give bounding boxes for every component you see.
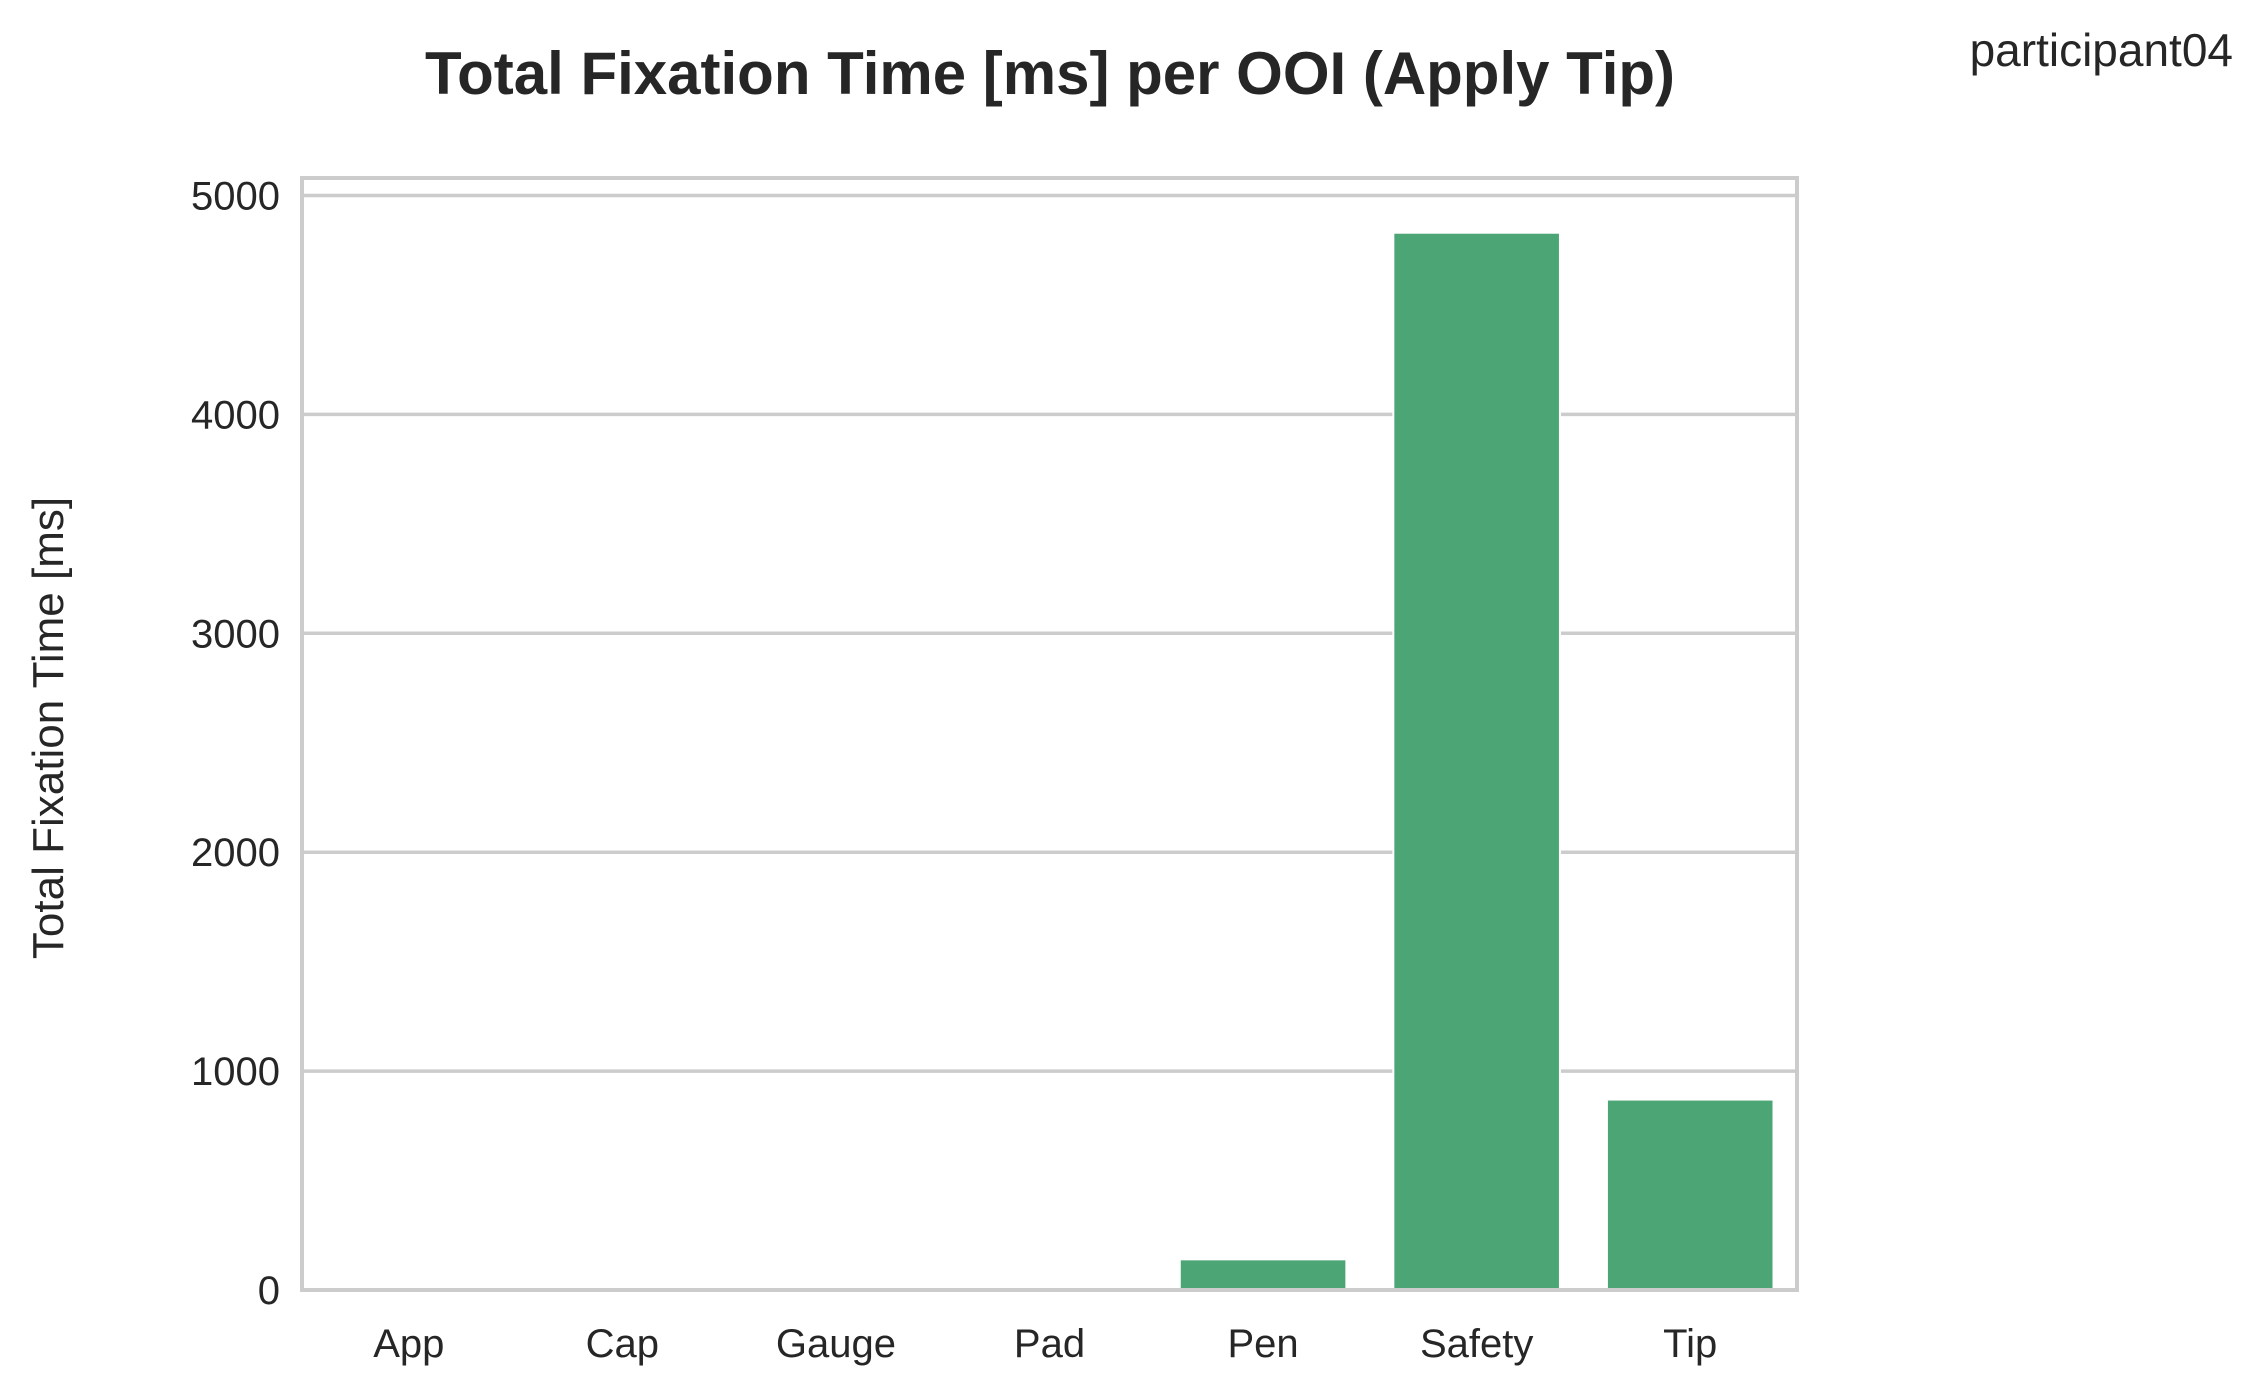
y-tick-label: 2000 (191, 831, 280, 875)
participant-annotation: participant04 (1970, 24, 2233, 76)
y-tick-labels: 0 1000 2000 3000 4000 5000 (191, 175, 280, 1313)
y-tick-label: 1000 (191, 1050, 280, 1094)
gridlines (302, 193, 1797, 1292)
y-tick-label: 0 (258, 1269, 280, 1313)
y-tick-label: 5000 (191, 175, 280, 219)
bar-pen (1178, 1258, 1348, 1292)
y-tick-label: 4000 (191, 393, 280, 437)
x-tick-label-pen: Pen (1227, 1322, 1298, 1366)
x-tick-label-tip: Tip (1663, 1322, 1717, 1366)
y-tick-label: 3000 (191, 612, 280, 656)
chart-title: Total Fixation Time [ms] per OOI (Apply … (425, 40, 1675, 107)
plot-frame (300, 176, 1799, 1292)
y-axis-label: Total Fixation Time [ms] (24, 497, 73, 959)
x-tick-label-safety: Safety (1420, 1322, 1533, 1366)
x-tick-label-cap: Cap (586, 1322, 659, 1366)
x-tick-label-gauge: Gauge (776, 1322, 896, 1366)
bars (1178, 231, 1775, 1292)
x-tick-labels: App Cap Gauge Pad Pen Safety Tip (373, 1322, 1717, 1366)
bar-tip (1605, 1098, 1775, 1292)
x-tick-label-pad: Pad (1014, 1322, 1085, 1366)
bar-safety (1392, 231, 1561, 1292)
x-tick-label-app: App (373, 1322, 444, 1366)
